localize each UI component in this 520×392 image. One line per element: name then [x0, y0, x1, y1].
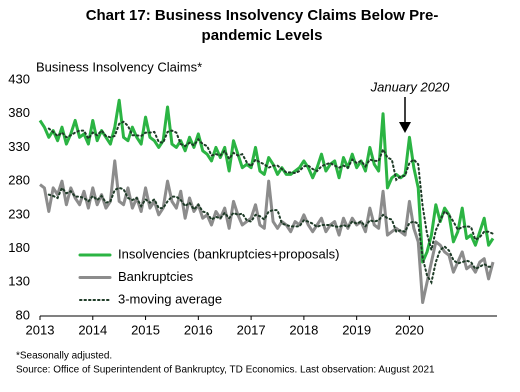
x-tick-label: 2019 — [342, 322, 371, 337]
y-tick-label: 80 — [16, 307, 30, 322]
x-tick-label: 2018 — [289, 322, 318, 337]
series-line — [38, 98, 495, 264]
chart-title: Chart 17: Business Insolvency Claims Bel… — [86, 7, 439, 24]
plot-area: 80 130 180 230 280 330 380 430 2013 2014 2015 2016 2… — [8, 71, 497, 337]
y-tick-label: 430 — [8, 71, 30, 86]
legend-label: Bankruptcies — [118, 269, 194, 284]
y-tick-label: 230 — [8, 206, 30, 221]
y-tick-label: 130 — [8, 274, 30, 289]
moving-average-line — [47, 185, 494, 285]
y-tick-label: 330 — [8, 139, 30, 154]
annotation: January 2020 — [370, 79, 451, 94]
x-tick-label: 2017 — [237, 322, 266, 337]
source: Source: Office of Superintendent of Bank… — [16, 365, 435, 376]
y-tick-label: 380 — [8, 105, 30, 120]
y-tick-label: 280 — [8, 173, 30, 188]
moving-average-line — [47, 120, 494, 251]
x-tick-label: 2015 — [131, 322, 160, 337]
x-tick-label: 2016 — [184, 322, 213, 337]
y-axis-label: Business Insolvency Claims* — [36, 59, 202, 74]
x-tick-label: 2020 — [395, 322, 424, 337]
y-tick-label: 180 — [8, 240, 30, 255]
annotation-arrowhead — [399, 122, 411, 133]
legend-label: Insolvencies (bankruptcies+proposals) — [118, 246, 339, 261]
legend-label: 3-moving average — [118, 291, 222, 306]
x-tick-label: 2014 — [78, 322, 107, 337]
series-line — [39, 159, 495, 305]
footnote: *Seasonally adjusted. — [16, 351, 112, 362]
x-tick-label: 2013 — [26, 322, 55, 337]
chart-title: pandemic Levels — [202, 27, 323, 44]
